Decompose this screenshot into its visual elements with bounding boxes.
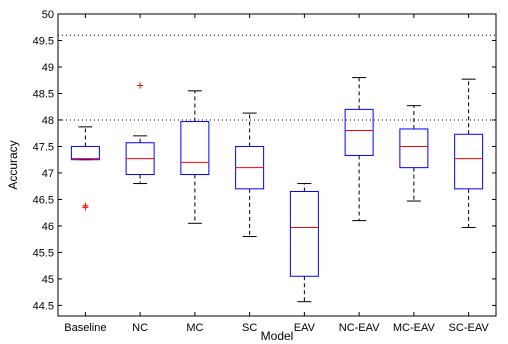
x-tick-label: SC (242, 322, 257, 334)
x-tick-label: EAV (294, 322, 316, 334)
y-tick-label: 47 (42, 168, 54, 180)
x-tick-label: NC-EAV (339, 322, 380, 334)
y-axis: 44.5 45 45.5 46 46.5 47 47.5 48 48.5 49 49.5 50 (33, 9, 496, 312)
x-tick-label: Baseline (64, 322, 106, 334)
x-tick-label: MC-EAV (393, 322, 436, 334)
y-tick-label: 50 (42, 9, 54, 21)
boxes (70, 77, 484, 303)
reference-lines (58, 34, 496, 121)
y-tick-label: 45.5 (33, 247, 54, 259)
box-iqr (70, 145, 100, 161)
y-tick-label: 48.5 (33, 88, 54, 100)
box-baseline (70, 126, 100, 211)
y-tick-label: 49 (42, 62, 54, 74)
box-iqr (180, 121, 210, 176)
y-axis-title: Accuracy (6, 140, 20, 189)
x-axis: Baseline NC MC SC EAV NC-EAV MC-EAV SC-EAV (64, 14, 489, 334)
box-iqr (454, 133, 484, 190)
box-nc (125, 82, 155, 185)
x-tick-label: MC (186, 322, 203, 334)
x-tick-label: NC (132, 322, 148, 334)
outlier-marker (137, 82, 144, 89)
y-tick-label: 45 (42, 274, 54, 286)
y-tick-label: 49.5 (33, 35, 54, 47)
box-nc-eav (344, 77, 374, 222)
y-tick-label: 48 (42, 115, 54, 127)
box-iqr (399, 128, 429, 169)
box-sc-eav (454, 78, 484, 229)
y-tick-label: 46.5 (33, 194, 54, 206)
x-axis-title: Model (261, 329, 294, 343)
y-tick-label: 44.5 (33, 300, 54, 312)
box-eav (289, 183, 319, 303)
y-tick-label: 47.5 (33, 141, 54, 153)
box-mc (180, 90, 210, 224)
box-iqr (344, 108, 374, 156)
y-tick-label: 46 (42, 221, 54, 233)
box-iqr (289, 190, 319, 277)
x-tick-label: SC-EAV (449, 322, 490, 334)
plot-area (57, 13, 497, 317)
outlier-marker (82, 202, 89, 209)
box-sc (235, 112, 265, 238)
box-mc-eav (399, 105, 429, 202)
